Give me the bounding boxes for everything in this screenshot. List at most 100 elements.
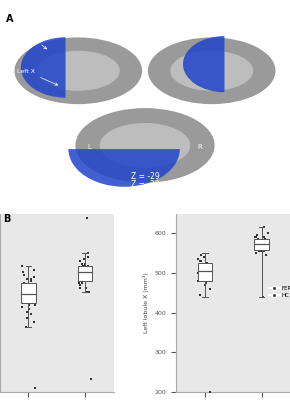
Point bbox=[23, 282, 28, 288]
Point bbox=[29, 286, 34, 293]
Point bbox=[32, 319, 36, 326]
Point bbox=[198, 258, 203, 264]
Point bbox=[206, 268, 211, 274]
Point bbox=[209, 264, 213, 270]
Point bbox=[201, 272, 206, 278]
Text: Z = -29: Z = -29 bbox=[130, 180, 160, 188]
Point bbox=[21, 293, 25, 300]
Point bbox=[81, 256, 86, 262]
Point bbox=[205, 266, 209, 272]
Point bbox=[22, 271, 27, 278]
Point bbox=[89, 271, 94, 278]
Ellipse shape bbox=[75, 108, 215, 183]
Point bbox=[19, 304, 24, 310]
Point bbox=[87, 289, 92, 295]
Point bbox=[33, 384, 37, 391]
Legend: FEP, HC: FEP, HC bbox=[267, 284, 290, 300]
Point bbox=[203, 280, 208, 286]
Point bbox=[21, 280, 26, 286]
Point bbox=[30, 291, 34, 297]
Point bbox=[77, 258, 82, 265]
Point bbox=[85, 250, 90, 256]
Point bbox=[266, 238, 270, 244]
Point bbox=[25, 276, 30, 282]
Point bbox=[23, 298, 28, 304]
Point bbox=[255, 236, 260, 242]
Wedge shape bbox=[183, 36, 224, 92]
Wedge shape bbox=[68, 149, 180, 187]
Point bbox=[31, 289, 36, 295]
Point bbox=[85, 215, 89, 221]
Ellipse shape bbox=[37, 51, 120, 91]
Point bbox=[260, 294, 265, 300]
Point bbox=[25, 315, 30, 321]
Point bbox=[205, 260, 210, 266]
Point bbox=[23, 324, 28, 330]
FancyBboxPatch shape bbox=[197, 263, 212, 281]
Point bbox=[254, 250, 258, 256]
Point bbox=[205, 262, 210, 268]
Text: A: A bbox=[6, 14, 13, 24]
Point bbox=[254, 238, 259, 244]
Point bbox=[21, 269, 25, 276]
Point bbox=[22, 291, 26, 297]
FancyBboxPatch shape bbox=[78, 266, 93, 281]
Point bbox=[29, 284, 33, 291]
Point bbox=[77, 280, 81, 286]
Point bbox=[31, 300, 35, 306]
Point bbox=[257, 240, 261, 246]
Point bbox=[197, 274, 202, 280]
Text: X = -16: X = -16 bbox=[197, 24, 226, 34]
Point bbox=[259, 248, 264, 254]
Point bbox=[260, 244, 265, 250]
Point bbox=[195, 278, 200, 284]
Text: Left X: Left X bbox=[17, 69, 58, 85]
Point bbox=[29, 278, 33, 284]
Point bbox=[19, 298, 24, 304]
Point bbox=[201, 254, 206, 260]
Point bbox=[86, 267, 91, 273]
Point bbox=[22, 286, 27, 293]
Point bbox=[22, 298, 26, 304]
Point bbox=[82, 265, 86, 271]
Point bbox=[254, 234, 258, 240]
Point bbox=[88, 267, 93, 273]
Point bbox=[32, 293, 37, 300]
Point bbox=[86, 254, 90, 260]
Point bbox=[79, 265, 84, 271]
Point bbox=[78, 282, 83, 288]
Point bbox=[208, 266, 212, 272]
Point bbox=[262, 248, 267, 254]
Point bbox=[27, 295, 31, 302]
Point bbox=[198, 252, 203, 258]
Point bbox=[78, 282, 83, 288]
Point bbox=[197, 262, 202, 268]
Point bbox=[88, 269, 93, 276]
Point bbox=[263, 236, 267, 242]
Text: Z = -29: Z = -29 bbox=[130, 172, 160, 181]
Point bbox=[84, 276, 89, 282]
Ellipse shape bbox=[148, 38, 276, 104]
Ellipse shape bbox=[14, 38, 142, 104]
FancyBboxPatch shape bbox=[254, 239, 269, 250]
Point bbox=[20, 263, 24, 269]
Ellipse shape bbox=[100, 123, 190, 168]
Point bbox=[256, 240, 261, 246]
Text: L: L bbox=[87, 144, 91, 150]
Point bbox=[30, 282, 35, 288]
Y-axis label: Left lobule X (mm³): Left lobule X (mm³) bbox=[143, 272, 149, 333]
Point bbox=[78, 284, 83, 291]
Point bbox=[77, 267, 81, 273]
Point bbox=[25, 300, 29, 306]
Point bbox=[78, 278, 83, 284]
Point bbox=[80, 260, 84, 267]
Point bbox=[201, 270, 206, 276]
Point bbox=[80, 280, 85, 286]
Point bbox=[254, 232, 259, 239]
Point bbox=[81, 263, 86, 269]
Ellipse shape bbox=[170, 51, 253, 91]
Point bbox=[200, 274, 204, 280]
Point bbox=[25, 308, 30, 315]
Point bbox=[27, 306, 31, 312]
Point bbox=[208, 389, 212, 395]
